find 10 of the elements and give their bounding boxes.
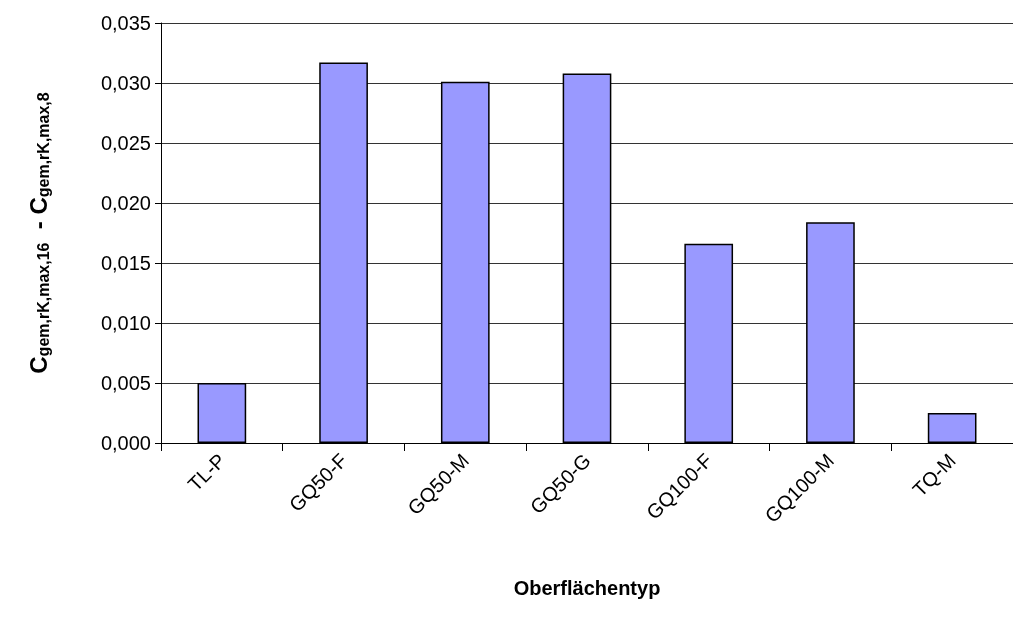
- y-tick-label: 0,015: [100, 252, 151, 274]
- y-axis-title: Cgem,rK,max,16 - Cgem,rK,max,8: [24, 92, 52, 374]
- y-tick-label: 0,020: [100, 192, 151, 214]
- y-tick-label: 0,000: [100, 432, 151, 454]
- y-tick-label: 0,035: [100, 12, 151, 34]
- y-tick-label: 0,025: [100, 132, 151, 154]
- x-axis-title: Oberflächentyp: [513, 577, 661, 599]
- y-tick-label: 0,030: [100, 72, 151, 94]
- y-tick-label: 0,005: [100, 372, 151, 394]
- y-tick-label: 0,010: [100, 312, 151, 334]
